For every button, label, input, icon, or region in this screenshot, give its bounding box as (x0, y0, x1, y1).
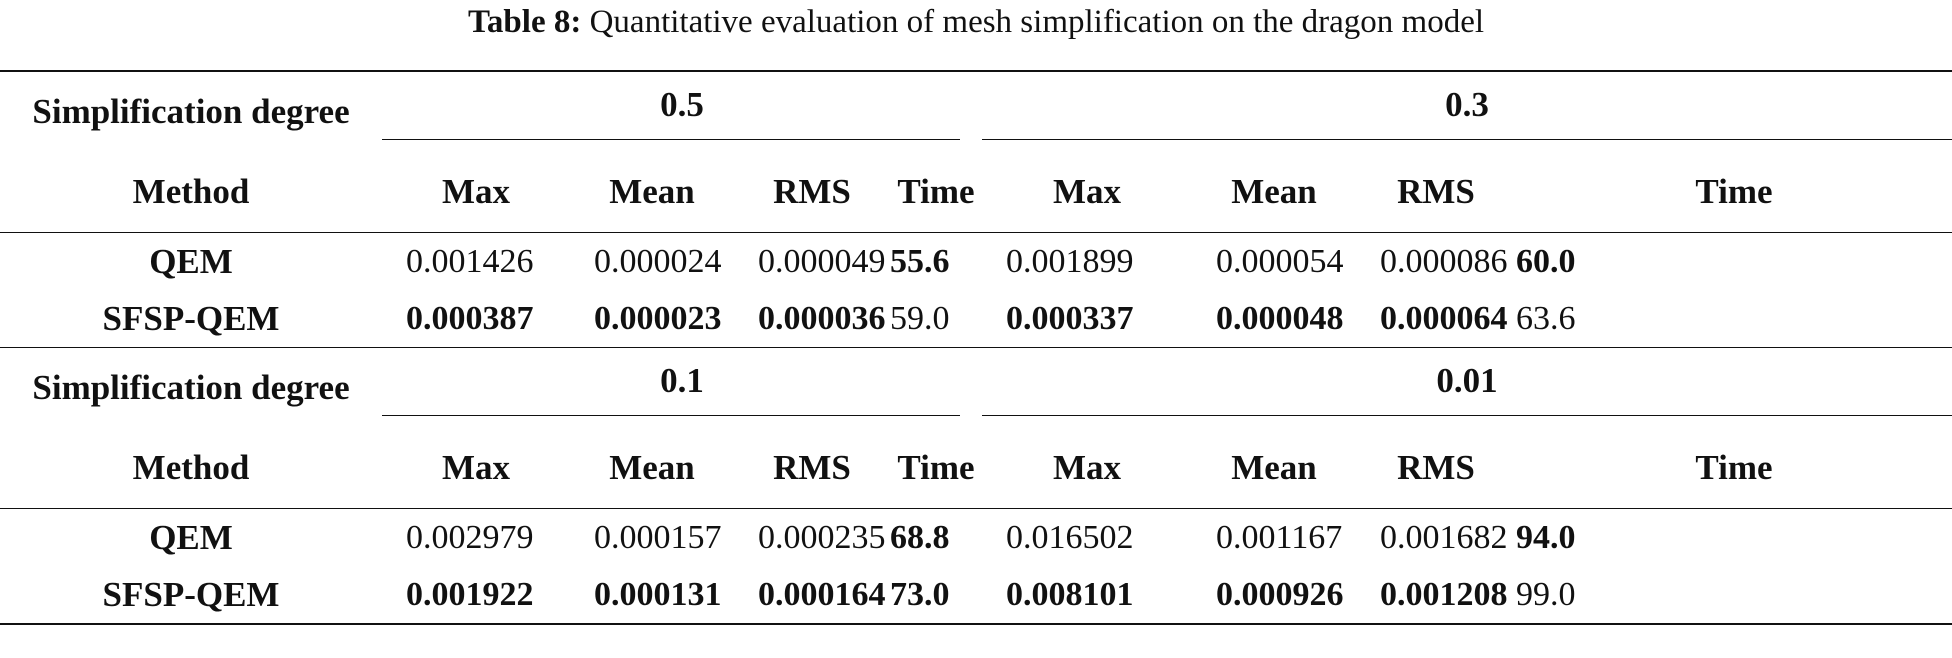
method-row-label: Method (132, 172, 250, 211)
table-cell: 0.000023 (594, 300, 722, 337)
table-cell: 0.000024 (570, 232, 734, 291)
table-cell: 0.001922 (382, 567, 570, 625)
table-cell: 0.000131 (570, 567, 734, 625)
metric-header-max: Max (441, 172, 511, 211)
table-cell: 0.000926 (1192, 567, 1356, 625)
metric-header-max: Max (441, 448, 511, 487)
group-underline (382, 138, 960, 140)
table-cell: 0.008101 (982, 567, 1192, 625)
table-cell: 0.001899 (982, 232, 1192, 291)
metric-header-time: Time (1695, 172, 1773, 211)
table-cell: 0.000157 (570, 508, 734, 567)
group-underline (982, 414, 1952, 416)
method-name: QEM (0, 508, 382, 567)
method-row-label: Method (132, 448, 250, 487)
table-cell: 0.000086 (1356, 232, 1516, 291)
metric-header-rms: RMS (773, 448, 851, 487)
degree-value: 0.5 (660, 84, 704, 124)
table-cell: 63.6 (1516, 300, 1576, 337)
caption-text: Quantitative evaluation of mesh simplifi… (589, 4, 1485, 40)
method-name: QEM (0, 232, 382, 291)
degree-header-row: Simplification degree 0.5 0.3 (0, 70, 1952, 152)
degree-group-header: 0.5 (382, 70, 982, 152)
metric-header-mean: Mean (609, 172, 695, 211)
degree-row-label: Simplification degree (0, 70, 382, 152)
degree-header-row: Simplification degree 0.1 0.01 (0, 347, 1952, 428)
metric-header-rms: RMS (1397, 448, 1475, 487)
table-cell: 0.000049 (734, 232, 890, 291)
table-cell: 0.001426 (382, 232, 570, 291)
table-cell: 0.000387 (406, 300, 534, 337)
metric-header-row: Method Max Mean RMS Time Max Mean RMS Time (0, 428, 1952, 509)
metric-header-rms: RMS (773, 172, 851, 211)
table-cell: 0.000235 (734, 508, 890, 567)
metric-header-max: Max (1052, 172, 1122, 211)
table-caption: Table 8: Quantitative evaluation of mesh… (0, 0, 1952, 48)
table-cell: 0.000164 (734, 567, 890, 625)
table-row: QEM 0.002979 0.000157 0.000235 68.8 0.016502 0… (0, 508, 1952, 567)
table-cell: 0.016502 (982, 508, 1192, 567)
group-underline (382, 414, 960, 416)
metric-header-rms: RMS (1397, 172, 1475, 211)
degree-group-header: 0.1 (382, 347, 982, 428)
metric-header-time: Time (1695, 448, 1773, 487)
metric-header-max: Max (1052, 448, 1122, 487)
table-cell: 0.000064 (1380, 300, 1508, 337)
group-underline (982, 138, 1952, 140)
table-cell: 68.8 (890, 508, 982, 567)
table-cell: 0.001167 (1192, 508, 1356, 567)
table-cell: 73.0 (890, 567, 982, 625)
table-cell: 60.0 (1516, 232, 1952, 291)
method-name: SFSP-QEM (0, 567, 382, 625)
table-cell: 59.0 (890, 300, 950, 337)
metric-header-mean: Mean (1231, 448, 1317, 487)
table-row: SFSP-QEM 0.000387 0.000023 0.000036 59.0 0.00… (0, 291, 1952, 348)
degree-group-header: 0.3 (982, 70, 1952, 152)
metric-header-time: Time (897, 172, 975, 211)
table-cell: 55.6 (890, 232, 982, 291)
metric-header-time: Time (897, 448, 975, 487)
table-cell: 0.000337 (1006, 300, 1134, 337)
table-cell: 94.0 (1516, 508, 1952, 567)
degree-row-label: Simplification degree (0, 347, 382, 428)
method-name: SFSP-QEM (102, 299, 280, 338)
table-cell: 0.000054 (1192, 232, 1356, 291)
metric-header-mean: Mean (1231, 172, 1317, 211)
metric-header-mean: Mean (609, 448, 695, 487)
table-cell: 0.000048 (1216, 300, 1344, 337)
degree-value: 0.01 (1436, 360, 1498, 400)
degree-value: 0.3 (1445, 84, 1489, 124)
table-row: QEM 0.001426 0.000024 0.000049 55.6 0.001899 0… (0, 232, 1952, 291)
results-table: Simplification degree 0.5 0.3 Method Max Mean… (0, 70, 1952, 625)
degree-group-header: 0.01 (982, 347, 1952, 428)
table-cell: 0.000036 (758, 300, 886, 337)
table-cell: 0.002979 (382, 508, 570, 567)
degree-value: 0.1 (660, 360, 704, 400)
table-cell: 99.0 (1516, 567, 1952, 625)
caption-label: Table 8: (467, 4, 582, 40)
table-row: SFSP-QEM 0.001922 0.000131 0.000164 73.0 0.00… (0, 567, 1952, 625)
table-cell: 0.001208 (1356, 567, 1516, 625)
metric-header-row: Method Max Mean RMS Time Max Mean RMS Time (0, 152, 1952, 233)
table-cell: 0.001682 (1356, 508, 1516, 567)
